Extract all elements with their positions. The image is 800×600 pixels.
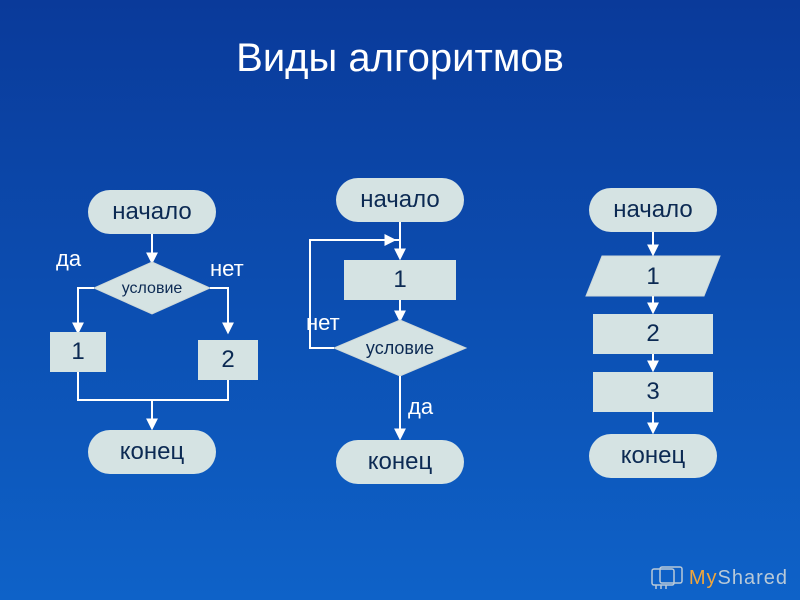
watermark-icon [651, 566, 685, 590]
fc1-start: начало [88, 190, 216, 234]
fc2-block1: 1 [344, 260, 456, 300]
fc3-start: начало [589, 188, 717, 232]
fc1-no-label: нет [210, 256, 244, 282]
fc2-end: конец [336, 440, 464, 484]
watermark-text: MyShared [689, 567, 788, 590]
fc1-block2: 2 [198, 340, 258, 380]
fc1-yes-label: да [56, 246, 81, 272]
background [0, 0, 800, 600]
fc3-end: конец [589, 434, 717, 478]
fc3-block3: 3 [593, 372, 713, 412]
page-title: Виды алгоритмов [0, 36, 800, 81]
fc2-no-label: нет [306, 310, 340, 336]
fc1-block1: 1 [50, 332, 106, 372]
fc3-block2: 2 [593, 314, 713, 354]
fc2-yes-label: да [408, 394, 433, 420]
fc2-start: начало [336, 178, 464, 222]
fc1-end: конец [88, 430, 216, 474]
watermark: MyShared [651, 566, 788, 590]
